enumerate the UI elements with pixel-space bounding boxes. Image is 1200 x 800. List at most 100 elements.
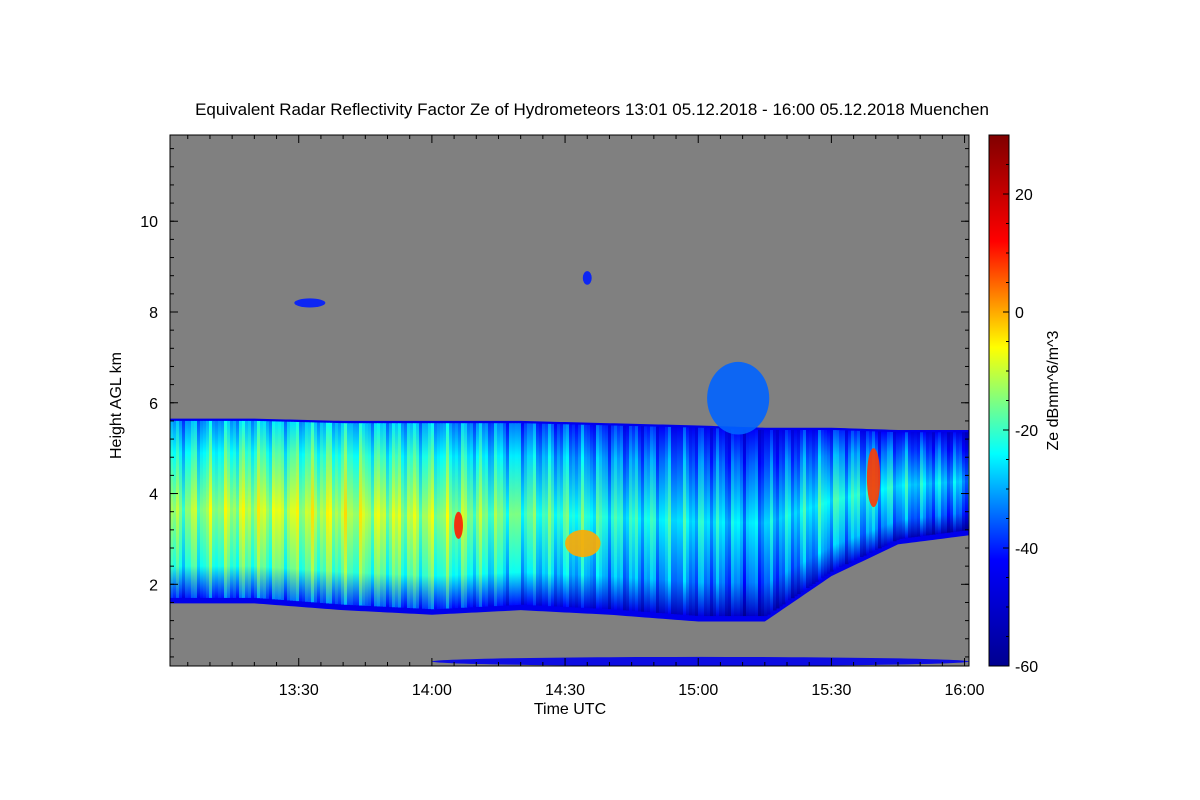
cloud-column (320, 422, 324, 603)
cloud-column (170, 420, 174, 598)
cloud-column (434, 423, 438, 610)
cloud-column (239, 420, 243, 598)
cloud-column (380, 423, 384, 607)
cloud-column (443, 423, 447, 609)
cloud-column (446, 423, 450, 609)
cloud-column (593, 425, 597, 609)
cloud-column (962, 432, 966, 531)
cloud-column (440, 423, 444, 609)
cloud-column (896, 432, 900, 540)
cloud-column (638, 426, 642, 612)
cloud-column (797, 430, 801, 595)
cloud-column (713, 428, 717, 617)
cloud-column (683, 427, 687, 615)
cloud-column (518, 423, 522, 605)
cloud-column (221, 420, 225, 598)
cloud-column (470, 423, 474, 608)
cloud-column (800, 430, 804, 593)
cloud-column (839, 430, 843, 568)
cloud-column (662, 426, 666, 614)
cloud-column (212, 420, 216, 598)
cloud-column (509, 423, 513, 606)
cloud-column (551, 423, 555, 607)
cloud-column (530, 423, 534, 606)
feature-surface-echo (431, 656, 969, 666)
cloud-column (329, 422, 333, 604)
cloud-column (935, 432, 939, 535)
cloud-column (842, 430, 846, 566)
cloud-column (575, 424, 579, 608)
feature-hotspot-1 (454, 511, 463, 539)
cloud-column (608, 425, 612, 610)
colorbar-tick-label: -40 (1015, 541, 1038, 558)
cloud-column (326, 422, 330, 604)
feature-hotspot-3 (866, 448, 881, 508)
cloud-column (581, 424, 585, 608)
y-tick-label: 6 (149, 396, 158, 413)
cloud-column (224, 420, 228, 598)
colorbar-label: Ze dBmm^6/m^3 (1045, 330, 1062, 450)
cloud-column (926, 432, 930, 536)
cloud-column (308, 422, 312, 603)
cloud-column (560, 424, 564, 607)
cloud-column (758, 429, 762, 617)
cloud-column (965, 432, 969, 531)
cloud-column (572, 424, 576, 608)
colorbar-tick-label: 0 (1015, 305, 1024, 322)
cloud-column (563, 424, 567, 607)
cloud-column (173, 420, 177, 598)
cloud-column (338, 423, 342, 605)
cloud-column (398, 423, 402, 608)
cloud-column (740, 429, 744, 617)
cloud-column (197, 420, 201, 598)
cloud-column (362, 423, 366, 606)
cloud-column (830, 430, 834, 572)
x-tick-label: 16:00 (945, 682, 985, 699)
cloud-column (932, 432, 936, 535)
cloud-column (821, 430, 825, 578)
cloud-column (920, 432, 924, 537)
cloud-column (290, 421, 294, 601)
cloud-column (917, 432, 921, 537)
cloud-column (602, 425, 606, 609)
cloud-column (419, 423, 423, 609)
cloud-column (431, 423, 435, 610)
cloud-column (809, 430, 813, 586)
cloud-column (911, 432, 915, 538)
cloud-column (356, 423, 360, 606)
cloud-column (590, 424, 594, 609)
cloud-column (599, 425, 603, 609)
cloud-column (335, 422, 339, 605)
cloud-column (692, 427, 696, 616)
cloud-column (242, 420, 246, 598)
cloud-column (782, 430, 786, 605)
cloud-column (203, 420, 207, 598)
cloud-column (494, 423, 498, 607)
cloud-column (497, 423, 501, 606)
cloud-column (386, 423, 390, 607)
cloud-column (653, 426, 657, 613)
cloud-column (863, 431, 867, 556)
cloud-column (833, 430, 837, 570)
cloud-column (278, 421, 282, 600)
cloud-column (527, 423, 531, 606)
cloud-column (743, 429, 747, 617)
cloud-column (425, 423, 429, 609)
cloud-column (788, 430, 792, 601)
cloud-column (857, 430, 861, 559)
cloud-column (905, 432, 909, 539)
cloud-column (485, 423, 489, 607)
cloud-column (848, 430, 852, 563)
cloud-column (845, 430, 849, 565)
cloud-column (890, 431, 894, 543)
y-tick-label: 4 (149, 487, 158, 504)
cloud-column (251, 420, 255, 598)
cloud-column (950, 432, 954, 533)
x-tick-label: 13:30 (279, 682, 319, 699)
cloud-column (815, 430, 819, 582)
cloud-column (677, 427, 681, 615)
cloud-column (281, 421, 285, 600)
cloud-column (860, 430, 864, 558)
plot-area (169, 134, 970, 667)
